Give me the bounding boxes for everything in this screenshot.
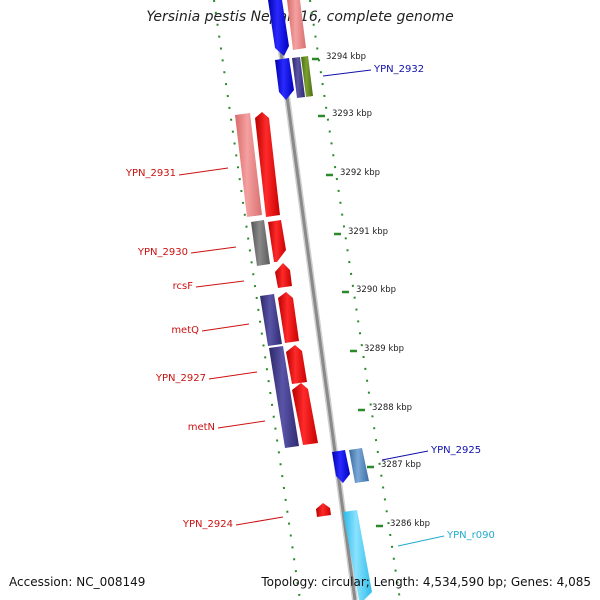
inner-ring — [309, 0, 401, 600]
label-leader-line — [208, 371, 258, 380]
scale-tick-label: 3292 kbp — [340, 168, 380, 178]
gene-purple-metn — [269, 346, 299, 448]
gene-pink-ypn2931 — [235, 113, 262, 217]
backbone — [272, 0, 357, 600]
gene-rna-ypnr090 — [343, 510, 372, 600]
gene-label: rcsF — [173, 281, 194, 292]
scale-tick-label: 3286 kbp — [390, 519, 430, 529]
label-leader-line — [178, 167, 229, 176]
gene-reverse-top — [268, 0, 289, 56]
gene-purple-metq — [260, 294, 282, 346]
label-leader-line — [322, 69, 372, 77]
gene-forward-metq — [278, 292, 299, 343]
gene-forward-rcsf — [275, 263, 292, 288]
gene-forward-ypn2924 — [316, 503, 331, 517]
label-leader-line — [217, 420, 266, 429]
gene-forward-ypn2930 — [268, 220, 286, 262]
label-leader-line — [235, 516, 284, 526]
gene-forward-top — [287, 0, 306, 50]
gene-feature-grey — [292, 57, 305, 98]
scale-tick-label: 3291 kbp — [348, 227, 388, 237]
gene-feature-olive — [301, 56, 313, 97]
gene-labels: YPN_2932 YPN_2931 YPN_2930 rcsF metQ YPN_2927… — [125, 64, 495, 541]
label-leader-line — [190, 246, 237, 254]
scale-tick-label: 3289 kbp — [364, 344, 404, 354]
scale-tick-label: 3288 kbp — [372, 403, 412, 413]
gene-steel-ypn2925 — [349, 448, 369, 483]
outer-ring — [213, 0, 301, 600]
label-leaders — [178, 69, 445, 547]
gene-label: YPN_2930 — [137, 247, 188, 258]
accession-text: Accession: NC_008149 — [9, 575, 146, 589]
scale-tick-label: 3290 kbp — [356, 285, 396, 295]
label-leader-line — [195, 280, 245, 288]
label-leader-line — [381, 450, 429, 461]
gene-reverse-ypn2925 — [332, 450, 350, 483]
gene-label: YPN_2931 — [125, 168, 176, 179]
gene-features — [235, 0, 372, 600]
scale-tick-label: 3293 kbp — [332, 109, 372, 119]
gene-forward-ypn2927 — [286, 345, 307, 384]
gene-label: metN — [188, 422, 215, 433]
gene-label: YPN_2927 — [155, 373, 206, 384]
scale-tick-label: 3294 kbp — [326, 52, 366, 62]
scale-tick-label: 3287 kbp — [381, 460, 421, 470]
gene-grey-ypn2930 — [251, 220, 270, 266]
gene-forward-ypn2931 — [255, 112, 280, 217]
gene-label: YPN_r090 — [446, 530, 495, 541]
genome-summary-text: Topology: circular; Length: 4,534,590 bp… — [261, 575, 591, 589]
gene-label: YPN_2925 — [430, 445, 481, 456]
gene-label: YPN_2932 — [373, 64, 424, 75]
gene-forward-metn — [292, 383, 318, 445]
gene-reverse-ypn2932 — [275, 58, 294, 100]
label-leader-line — [201, 323, 250, 332]
gene-label: YPN_2924 — [182, 519, 233, 530]
scale-ticks: 3294 kbp 3293 kbp 3292 kbp 3291 kbp 3290 kbp… — [312, 52, 430, 529]
gene-label: metQ — [171, 325, 199, 336]
label-leader-line — [397, 535, 445, 547]
